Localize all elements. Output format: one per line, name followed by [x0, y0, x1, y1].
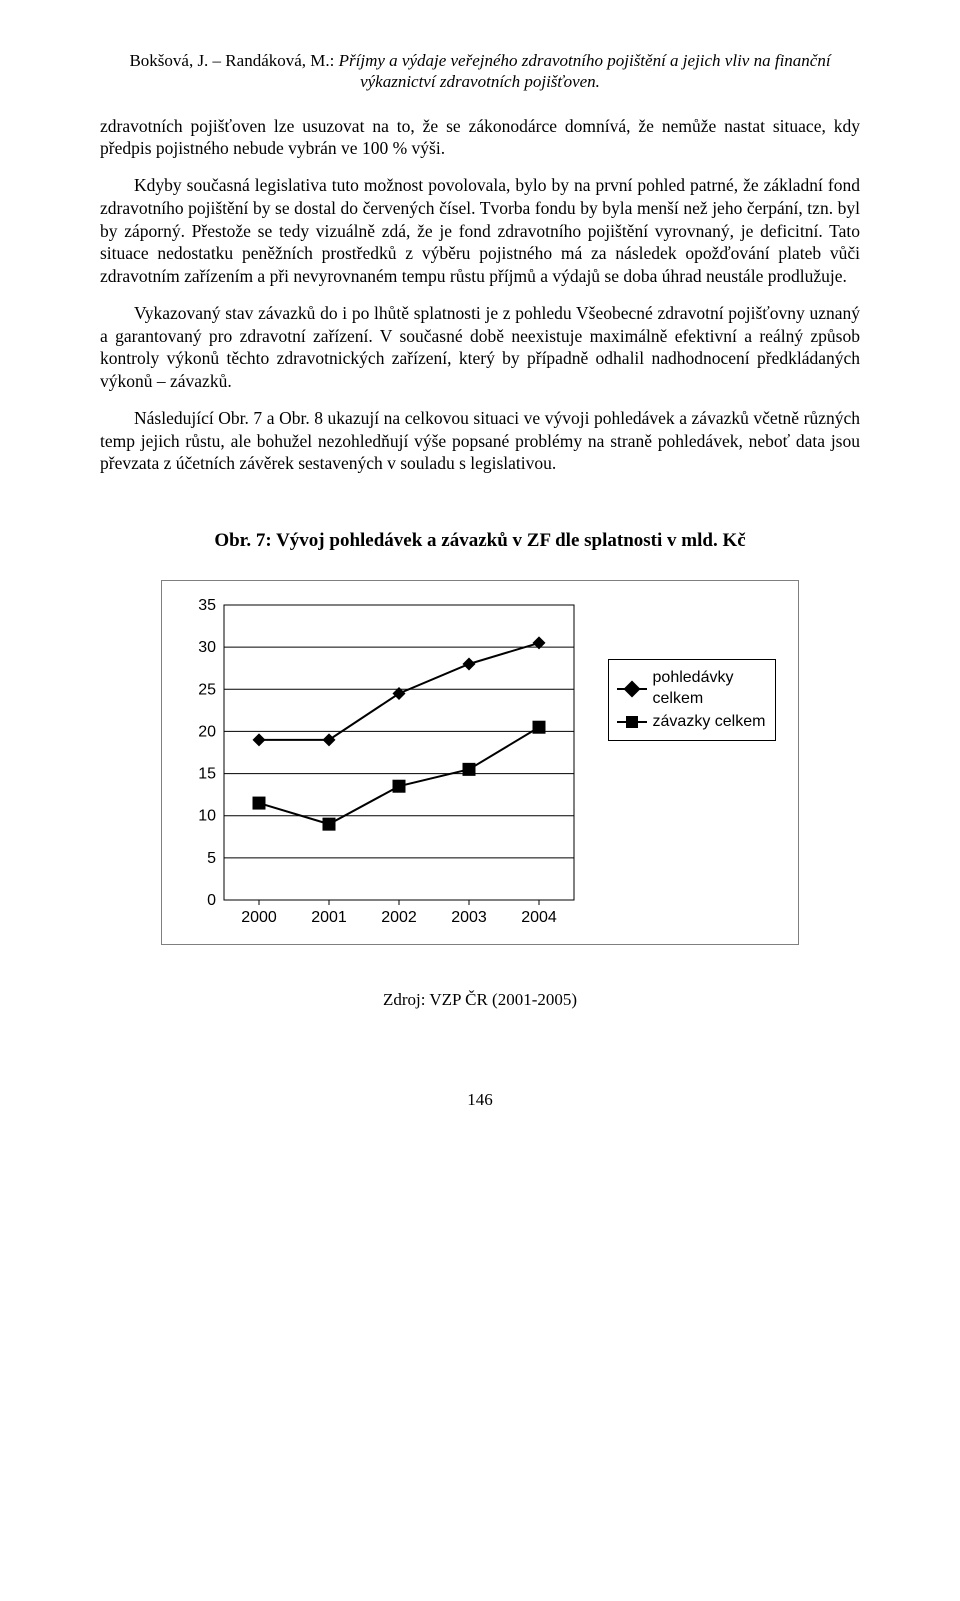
square-icon — [626, 716, 638, 728]
svg-text:2003: 2003 — [451, 909, 487, 926]
figure-title: Obr. 7: Vývoj pohledávek a závazků v ZF … — [100, 530, 860, 552]
paragraph-2: Kdyby současná legislativa tuto možnost … — [100, 174, 860, 288]
legend-pohledavky-1: pohledávky — [653, 669, 734, 686]
diamond-icon — [623, 680, 640, 697]
legend-swatch-diamond — [617, 682, 647, 696]
legend-text-pohledavky: pohledávky celkem — [653, 668, 734, 710]
svg-text:35: 35 — [198, 599, 216, 614]
paragraph-3: Vykazovaný stav závazků do i po lhůtě sp… — [100, 302, 860, 393]
page-container: Bokšová, J. – Randáková, M.: Příjmy a vý… — [0, 0, 960, 1170]
svg-text:15: 15 — [198, 766, 216, 783]
svg-text:0: 0 — [207, 892, 216, 909]
svg-text:5: 5 — [207, 850, 216, 867]
paragraph-1: zdravotních pojišťoven lze usuzovat na t… — [100, 115, 860, 161]
svg-text:10: 10 — [198, 808, 216, 825]
legend-pohledavky-2: celkem — [653, 690, 704, 707]
page-number: 146 — [100, 1090, 860, 1110]
svg-text:30: 30 — [198, 639, 216, 656]
chart-svg: 0 5 10 15 20 25 30 35 2000 2001 2002 2003 2004 — [184, 599, 582, 930]
chart-container: 0 5 10 15 20 25 30 35 2000 2001 2002 2003 2004 pohle… — [100, 580, 860, 945]
header-title-2: výkaznictví zdravotních pojišťoven. — [360, 72, 600, 91]
svg-text:2004: 2004 — [521, 909, 557, 926]
svg-text:2000: 2000 — [241, 909, 277, 926]
legend-swatch-square — [617, 715, 647, 729]
figure-source: Zdroj: VZP ČR (2001-2005) — [100, 990, 860, 1010]
header-authors: Bokšová, J. – Randáková, M.: — [129, 51, 338, 70]
svg-text:25: 25 — [198, 681, 216, 698]
legend-text-zavazky: závazky celkem — [653, 712, 766, 733]
svg-text:2002: 2002 — [381, 909, 417, 926]
running-header: Bokšová, J. – Randáková, M.: Příjmy a vý… — [100, 50, 860, 93]
paragraph-4: Následující Obr. 7 a Obr. 8 ukazují na c… — [100, 407, 860, 475]
svg-text:2001: 2001 — [311, 909, 347, 926]
svg-text:20: 20 — [198, 723, 216, 740]
header-title-1: Příjmy a výdaje veřejného zdravotního po… — [339, 51, 831, 70]
chart-box: 0 5 10 15 20 25 30 35 2000 2001 2002 2003 2004 pohle… — [161, 580, 800, 945]
legend-row-zavazky: závazky celkem — [617, 712, 766, 733]
legend-row-pohledavky: pohledávky celkem — [617, 668, 766, 710]
legend: pohledávky celkem závazky celkem — [608, 659, 777, 741]
